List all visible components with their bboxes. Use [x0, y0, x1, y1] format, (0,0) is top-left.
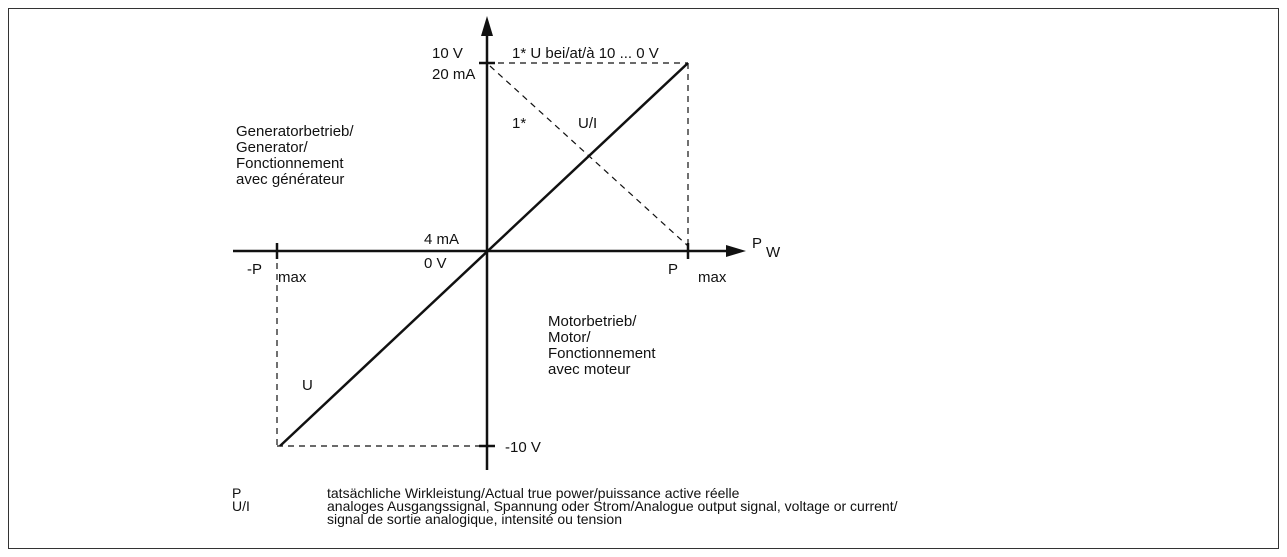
axes: [233, 30, 733, 470]
label: P: [752, 235, 762, 252]
label: 1*: [512, 115, 526, 132]
label: analoges Ausgangssignal, Spannung oder S…: [327, 498, 898, 514]
generator-text: Generatorbetrieb/Generator/Fonctionnemen…: [236, 123, 354, 188]
ui-line: [279, 62, 689, 447]
x-arrow: [726, 245, 746, 257]
label: 0 V: [424, 255, 447, 272]
label: U/I: [578, 115, 597, 132]
label: U: [302, 377, 313, 394]
frame: [8, 8, 1279, 549]
label: -10 V: [505, 439, 541, 456]
label: W: [766, 244, 781, 261]
label: Motorbetrieb/: [548, 313, 637, 330]
label: Generatorbetrieb/: [236, 123, 354, 140]
label: signal de sortie analogique, intensité o…: [327, 511, 622, 527]
label: tatsächliche Wirkleistung/Actual true po…: [327, 485, 740, 501]
label: Fonctionnement: [548, 345, 656, 362]
y-arrow: [481, 16, 493, 36]
label: 20 mA: [432, 66, 475, 83]
label: max: [698, 269, 727, 286]
label: avec générateur: [236, 171, 344, 188]
label: Motor/: [548, 329, 591, 346]
label: 10 V: [432, 45, 463, 62]
label: max: [278, 269, 307, 286]
label: Fonctionnement: [236, 155, 344, 172]
label: Generator/: [236, 139, 309, 156]
label: P: [668, 261, 678, 278]
label: avec moteur: [548, 361, 631, 378]
label: -P: [247, 261, 262, 278]
label: 4 mA: [424, 231, 459, 248]
label: 1* U bei/at/à 10 ... 0 V: [512, 45, 659, 62]
label: P: [232, 485, 241, 501]
dashed-lines: [276, 62, 689, 447]
label: U/I: [232, 498, 250, 514]
